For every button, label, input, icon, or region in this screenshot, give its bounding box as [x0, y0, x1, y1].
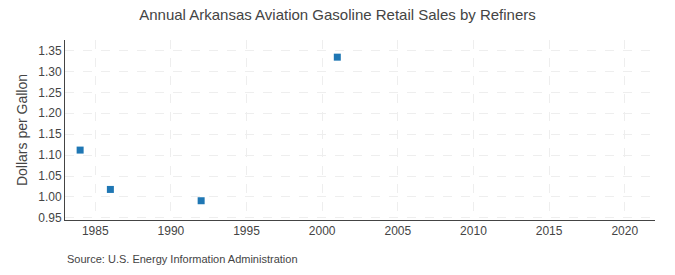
svg-text:1.25: 1.25 [38, 86, 62, 100]
svg-text:2000: 2000 [309, 224, 336, 238]
svg-text:2005: 2005 [384, 224, 411, 238]
svg-text:0.95: 0.95 [38, 211, 62, 225]
svg-text:Dollars per Gallon: Dollars per Gallon [14, 74, 30, 186]
svg-text:1.00: 1.00 [38, 190, 62, 204]
svg-text:2020: 2020 [611, 224, 638, 238]
svg-text:Annual Arkansas Aviation Gasol: Annual Arkansas Aviation Gasoline Retail… [139, 6, 536, 23]
svg-text:2015: 2015 [536, 224, 563, 238]
svg-text:1995: 1995 [233, 224, 260, 238]
svg-text:2010: 2010 [460, 224, 487, 238]
svg-text:1.20: 1.20 [38, 106, 62, 120]
svg-text:1.30: 1.30 [38, 65, 62, 79]
svg-text:1985: 1985 [82, 224, 109, 238]
svg-text:1.15: 1.15 [38, 127, 62, 141]
svg-text:1.10: 1.10 [38, 148, 62, 162]
svg-text:1.35: 1.35 [38, 44, 62, 58]
svg-text:Source: U.S. Energy Informatio: Source: U.S. Energy Information Administ… [67, 253, 298, 265]
svg-text:1990: 1990 [158, 224, 185, 238]
svg-text:1.05: 1.05 [38, 169, 62, 183]
